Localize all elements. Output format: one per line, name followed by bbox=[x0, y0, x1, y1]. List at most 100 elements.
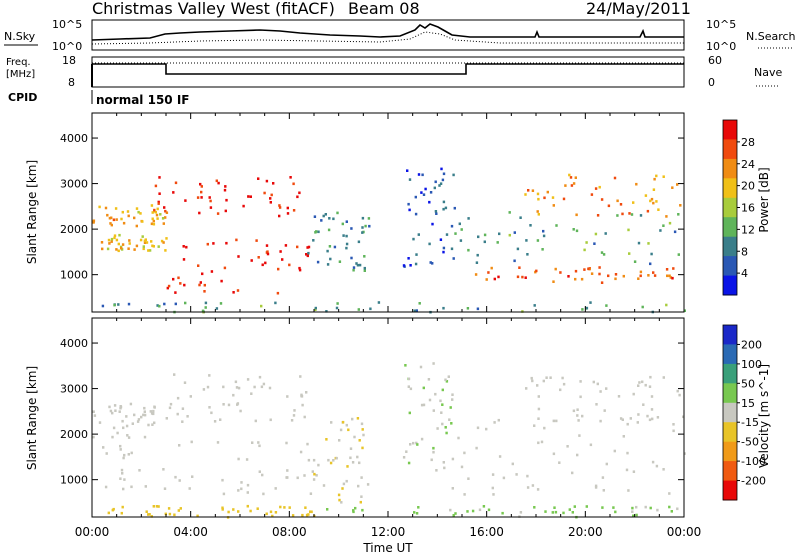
heatmap-cell bbox=[361, 508, 364, 512]
heatmap-cell bbox=[158, 304, 161, 308]
colorbar-tick-label: 16 bbox=[741, 202, 755, 215]
heatmap-cell bbox=[150, 204, 154, 207]
heatmap-cell bbox=[485, 427, 488, 431]
heatmap-cell bbox=[249, 195, 252, 198]
heatmap-cell bbox=[266, 252, 270, 256]
heatmap-cell bbox=[589, 443, 593, 447]
heatmap-cell bbox=[627, 489, 630, 492]
heatmap-cell bbox=[158, 176, 161, 179]
heatmap-cell bbox=[92, 435, 95, 439]
heatmap-cell bbox=[435, 212, 438, 215]
power-colorbar-label: Power [dB] bbox=[757, 167, 771, 232]
heatmap-cell bbox=[493, 277, 496, 281]
heatmap-cell bbox=[113, 234, 117, 237]
heatmap-cell bbox=[119, 477, 122, 480]
heatmap-cell bbox=[440, 411, 443, 414]
heatmap-cell bbox=[353, 435, 356, 439]
heatmap-cell bbox=[105, 452, 108, 455]
heatmap-cell bbox=[286, 395, 289, 398]
colorbar-swatch bbox=[723, 422, 737, 443]
heatmap-cell bbox=[622, 435, 625, 438]
noise-left-label: N.Sky bbox=[4, 30, 36, 43]
heatmap-cell bbox=[594, 484, 598, 488]
heatmap-cell bbox=[121, 210, 124, 214]
heatmap-cell bbox=[224, 185, 227, 188]
heatmap-cell bbox=[639, 274, 642, 278]
heatmap-cell bbox=[158, 192, 161, 195]
heatmap-cell bbox=[183, 283, 186, 287]
heatmap-cell bbox=[341, 420, 345, 424]
heatmap-cell bbox=[420, 191, 423, 194]
heatmap-cell bbox=[143, 241, 147, 244]
heatmap-cell bbox=[206, 242, 209, 246]
heatmap-cell bbox=[122, 426, 125, 430]
heatmap-cell bbox=[196, 514, 199, 518]
heatmap-cell bbox=[460, 228, 463, 231]
heatmap-cell bbox=[508, 233, 511, 237]
heatmap-cell bbox=[135, 207, 139, 210]
heatmap-cell bbox=[126, 434, 129, 437]
heatmap-cell bbox=[150, 412, 154, 415]
heatmap-cell bbox=[161, 217, 165, 220]
heatmap-cell bbox=[406, 169, 409, 172]
heatmap-cell bbox=[137, 418, 141, 421]
frequency-panel: Freq. [MHz] 18 8 60 0 Nave bbox=[6, 54, 782, 89]
heatmap-cell bbox=[628, 252, 631, 255]
heatmap-cell bbox=[232, 508, 235, 511]
heatmap-cell bbox=[592, 380, 595, 384]
heatmap-cell bbox=[668, 221, 672, 225]
frequency-trace bbox=[92, 63, 684, 75]
heatmap-cell bbox=[200, 185, 203, 188]
heatmap-cell bbox=[653, 274, 657, 277]
heatmap-cell bbox=[637, 241, 641, 245]
heatmap-cell bbox=[133, 413, 136, 417]
heatmap-cell bbox=[439, 399, 442, 403]
y-tick-label: 2000 bbox=[60, 223, 88, 236]
heatmap-cell bbox=[361, 216, 365, 220]
heatmap-cell bbox=[147, 513, 150, 516]
heatmap-cell bbox=[274, 511, 278, 514]
heatmap-cell bbox=[531, 484, 535, 487]
heatmap-cell bbox=[352, 510, 355, 514]
heatmap-cell bbox=[553, 506, 556, 509]
heatmap-cell bbox=[576, 453, 579, 457]
heatmap-cell bbox=[135, 244, 139, 248]
heatmap-cell bbox=[237, 457, 240, 461]
heatmap-cell bbox=[274, 487, 277, 490]
heatmap-cell bbox=[130, 451, 133, 455]
heatmap-cell bbox=[568, 508, 571, 511]
heatmap-cell bbox=[200, 190, 203, 194]
velocity-ylabel: Slant Range [km] bbox=[25, 366, 39, 470]
heatmap-cell bbox=[204, 301, 208, 305]
heatmap-cell bbox=[422, 386, 425, 390]
heatmap-cell bbox=[109, 222, 112, 225]
heatmap-cell bbox=[330, 421, 333, 424]
heatmap-cell bbox=[92, 410, 95, 413]
heatmap-cell bbox=[361, 231, 364, 234]
heatmap-cell bbox=[332, 217, 335, 221]
heatmap-cell bbox=[407, 257, 410, 260]
heatmap-cell bbox=[414, 195, 417, 199]
heatmap-cell bbox=[442, 246, 446, 250]
heatmap-cell bbox=[232, 291, 235, 294]
heatmap-cell bbox=[123, 478, 126, 481]
heatmap-cell bbox=[360, 495, 363, 498]
heatmap-cell bbox=[358, 461, 361, 465]
heatmap-cell bbox=[525, 387, 528, 390]
heatmap-cell bbox=[574, 176, 577, 179]
heatmap-cell bbox=[200, 196, 203, 199]
heatmap-cell bbox=[279, 505, 282, 509]
heatmap-cell bbox=[593, 242, 596, 245]
heatmap-cell bbox=[466, 307, 470, 310]
heatmap-cell bbox=[168, 512, 172, 516]
heatmap-cell bbox=[182, 258, 186, 261]
heatmap-cell bbox=[570, 184, 574, 187]
heatmap-cell bbox=[125, 415, 128, 418]
heatmap-cell bbox=[617, 395, 621, 398]
heatmap-cell bbox=[119, 444, 122, 448]
heatmap-cell bbox=[246, 378, 250, 381]
heatmap-cell bbox=[362, 433, 365, 437]
y-tick-label: 3000 bbox=[60, 383, 88, 396]
heatmap-cell bbox=[277, 267, 280, 271]
heatmap-cell bbox=[164, 209, 167, 213]
